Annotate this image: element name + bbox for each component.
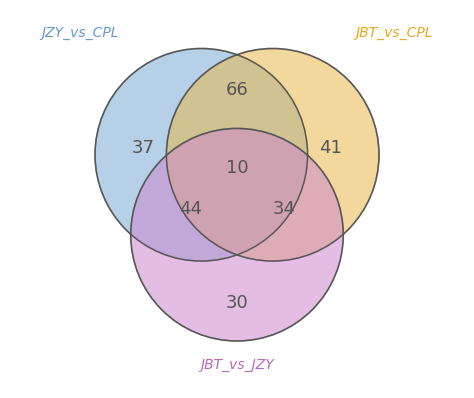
Text: JBT_vs_CPL: JBT_vs_CPL [355, 26, 433, 40]
Text: 37: 37 [132, 139, 155, 157]
Text: 30: 30 [226, 294, 248, 312]
Text: 34: 34 [272, 200, 295, 218]
Text: 44: 44 [179, 200, 202, 218]
Circle shape [95, 49, 308, 261]
Circle shape [131, 129, 343, 341]
Text: 10: 10 [226, 158, 248, 177]
Circle shape [166, 49, 379, 261]
Text: JBT_vs_JZY: JBT_vs_JZY [200, 358, 274, 372]
Text: JZY_vs_CPL: JZY_vs_CPL [41, 26, 119, 40]
Text: 66: 66 [226, 81, 248, 99]
Text: 41: 41 [319, 139, 342, 157]
